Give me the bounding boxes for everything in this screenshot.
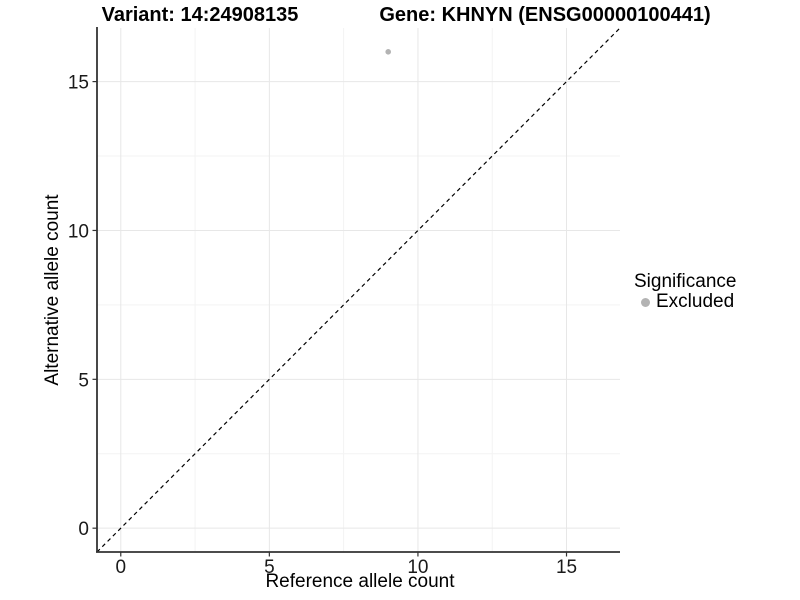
legend: Significance Excluded xyxy=(634,272,736,311)
y-tick-label: 5 xyxy=(78,370,89,391)
plot-title-variant: Variant: 14:24908135 xyxy=(101,4,299,26)
data-point xyxy=(385,49,392,55)
y-axis-label: Alternative allele count xyxy=(42,194,63,386)
legend-item-excluded: Excluded xyxy=(634,291,736,312)
y-tick-label: 15 xyxy=(68,73,89,94)
y-tick-label: 0 xyxy=(78,519,89,540)
legend-title: Significance xyxy=(634,271,737,292)
x-tick-label: 0 xyxy=(115,557,126,578)
identity-dashed-line xyxy=(96,27,621,553)
x-tick-label: 5 xyxy=(264,557,275,578)
plot-title-gene: Gene: KHNYN (ENSG00000100441) xyxy=(379,4,711,26)
x-axis-label: Reference allele count xyxy=(265,571,455,592)
x-tick-label: 15 xyxy=(556,557,577,578)
x-tick-label: 10 xyxy=(407,557,428,578)
legend-item-label: Excluded xyxy=(656,291,735,312)
legend-point-icon xyxy=(641,297,650,307)
y-tick-label: 10 xyxy=(68,221,89,242)
